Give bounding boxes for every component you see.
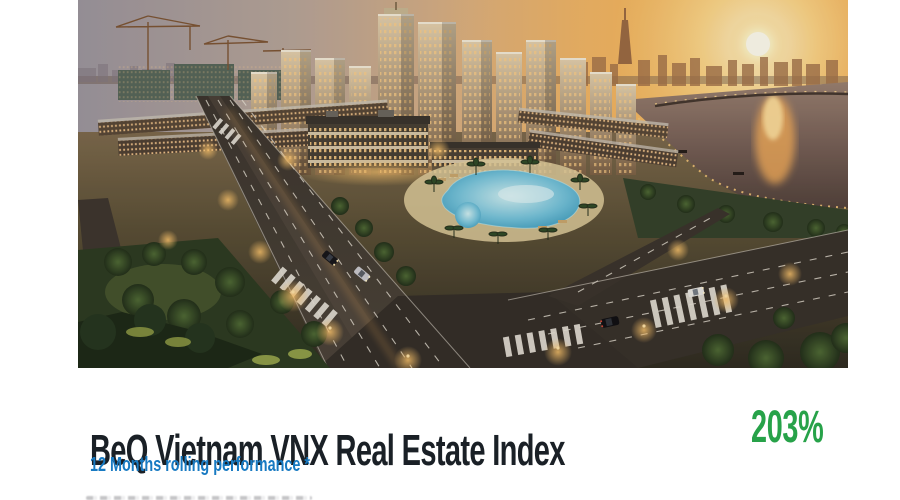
foreground-hedge	[78, 304, 262, 368]
riverside-park	[623, 178, 848, 240]
sunset-city-scene	[78, 0, 848, 368]
subtitle: 12 Months rolling performance *	[90, 454, 311, 476]
car-white	[687, 286, 705, 298]
palm-trees	[424, 155, 598, 244]
street-lights	[158, 138, 802, 368]
hero-image	[78, 0, 848, 368]
performance-metric: 203%	[751, 401, 824, 452]
page-title: BeQ Vietnam VNX Real Estate Index	[90, 426, 565, 476]
car-suv	[600, 316, 620, 328]
bottom-right-trees	[702, 307, 848, 368]
clipped-footnote-line	[86, 496, 312, 500]
cars	[322, 250, 705, 328]
vignette	[78, 0, 848, 368]
lagoon-pool	[404, 155, 604, 244]
car-silver	[354, 266, 371, 282]
bridge	[654, 92, 848, 108]
car-dark	[322, 250, 339, 266]
light-trail	[226, 108, 402, 368]
landmark-tower	[618, 8, 632, 64]
tower	[526, 40, 556, 175]
